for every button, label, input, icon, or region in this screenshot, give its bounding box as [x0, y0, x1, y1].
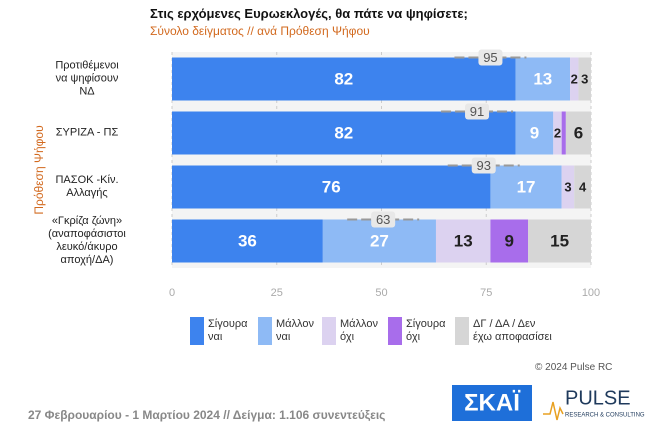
footer: 27 Φεβρουαρίου - 1 Μαρτίου 2024 // Δείγμ… — [28, 408, 386, 422]
total-bg — [471, 157, 496, 174]
data-label: 76 — [322, 177, 341, 196]
logo-pulse-icon — [543, 401, 564, 421]
legend-swatch — [388, 317, 402, 345]
bar-segment — [515, 57, 571, 101]
data-label: 3 — [564, 179, 571, 194]
bar-segment — [561, 165, 575, 209]
legend-label: Σίγουρα ναι — [208, 318, 248, 343]
total-label: 93 — [477, 158, 491, 173]
bar-segment — [172, 57, 516, 101]
data-label: 13 — [454, 231, 473, 250]
category-label: ΠΑΣΟΚ -Κίν. Αλλαγής — [55, 174, 119, 199]
bar-segment — [578, 57, 591, 101]
data-label: 2 — [571, 71, 578, 86]
legend-swatch — [258, 317, 272, 345]
data-label: 17 — [517, 177, 536, 196]
total-bg — [465, 103, 490, 120]
data-label: 15 — [550, 231, 569, 250]
bar-segment — [528, 219, 591, 263]
total-label: 91 — [470, 104, 484, 119]
bar-segment — [490, 219, 529, 263]
bar-segment — [515, 111, 554, 155]
bar-segment — [490, 165, 562, 209]
bar-segment — [172, 165, 491, 209]
copyright: © 2024 Pulse RC — [535, 362, 613, 373]
y-axis-label: Πρόθεση Ψήφου — [32, 125, 46, 214]
chart-title: Στις ερχόμενες Ευρωεκλογές, θα πάτε να ψ… — [150, 6, 468, 21]
bar-segment — [435, 219, 491, 263]
data-label: 9 — [530, 123, 539, 142]
data-label: 6 — [574, 123, 583, 142]
x-tick-label: 25 — [271, 287, 283, 299]
data-label: 27 — [370, 231, 389, 250]
bar-segment — [565, 111, 591, 155]
legend-swatch — [190, 317, 204, 345]
data-label: 82 — [334, 123, 353, 142]
bar-segment — [574, 165, 591, 209]
data-label: 9 — [505, 231, 514, 250]
legend-label: Μάλλον ναι — [276, 318, 314, 343]
chart-subtitle: Σύνολο δείγματος // ανά Πρόθεση Ψήφου — [150, 24, 370, 38]
x-tick-label: 75 — [480, 287, 492, 299]
logo-pulse-sub: RESEARCH & CONSULTING — [565, 413, 645, 419]
logo-box — [452, 385, 532, 421]
bar-segment — [561, 111, 566, 155]
total-bg — [371, 211, 396, 228]
bar-segment — [172, 111, 516, 155]
bar-segment — [570, 57, 579, 101]
legend-label: Μάλλον όχι — [340, 318, 378, 343]
legend-swatch — [455, 317, 469, 345]
category-label: «Γκρίζα ζώνη» (αναποφάσιστοι λευκό/άκυρο… — [48, 215, 126, 266]
total-label: 95 — [483, 50, 497, 65]
legend-swatch — [322, 317, 336, 345]
logo-skai: ΣΚΑΪ — [464, 389, 521, 416]
x-tick-label: 50 — [375, 287, 387, 299]
data-label: 36 — [238, 231, 257, 250]
data-label: 82 — [334, 69, 353, 88]
data-label: 13 — [533, 69, 552, 88]
x-tick-label: 100 — [582, 287, 600, 299]
data-label: 3 — [581, 71, 588, 86]
total-bg — [478, 49, 503, 66]
bar-segment — [553, 111, 562, 155]
category-label: Προτιθέμενοι να ψηφίσουν ΝΔ — [55, 59, 119, 98]
legend-label: ΔΓ / ΔΑ / Δεν έχω αποφασίσει — [473, 318, 552, 343]
logo-pulse: PULSE — [565, 387, 631, 409]
total-label: 63 — [376, 212, 390, 227]
data-label: 2 — [554, 125, 561, 140]
x-tick-label: 0 — [169, 287, 175, 299]
legend-label: Σίγουρα όχι — [406, 318, 446, 343]
category-label: ΣΥΡΙΖΑ - ΠΣ — [55, 126, 119, 139]
data-label: 4 — [579, 179, 587, 194]
bar-segment — [172, 219, 323, 263]
